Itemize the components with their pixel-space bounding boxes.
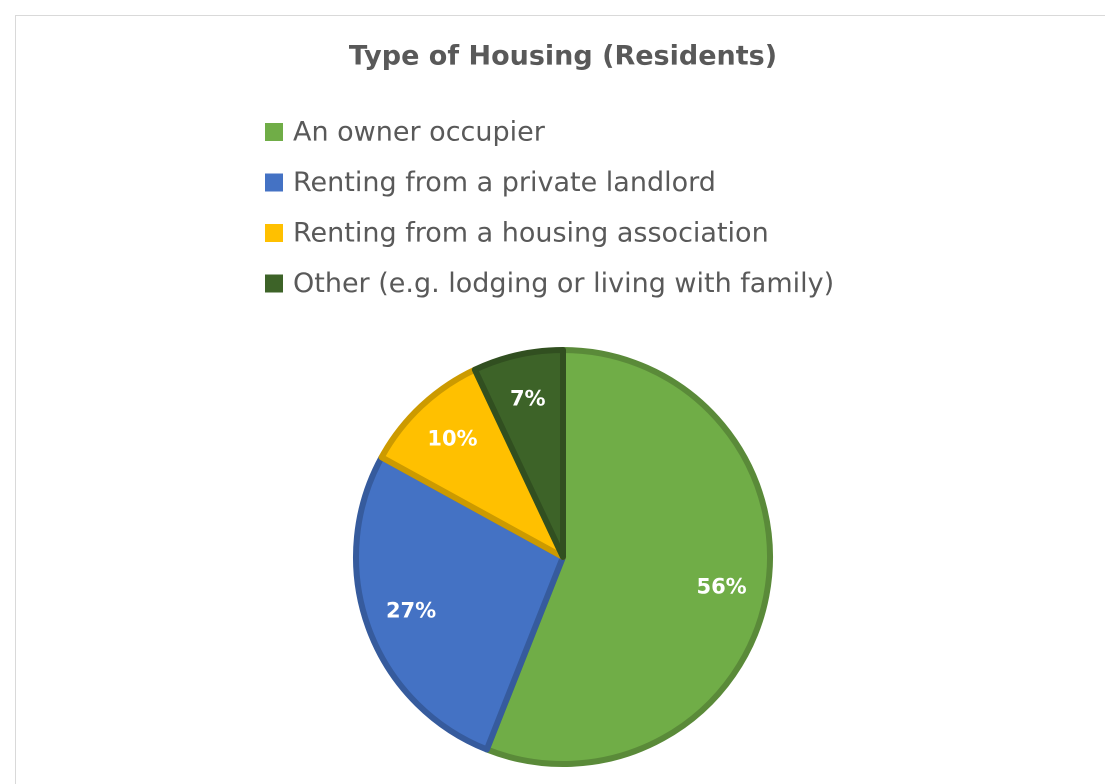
legend-label: Renting from a private landlord bbox=[293, 167, 716, 198]
pie-slice bbox=[471, 347, 566, 560]
legend-label: Renting from a housing association bbox=[293, 218, 769, 249]
data-label: 10% bbox=[427, 426, 477, 450]
pie-slice bbox=[483, 347, 773, 767]
legend-swatch bbox=[265, 274, 283, 293]
data-label: 27% bbox=[386, 599, 436, 623]
legend-label: Other (e.g. lodging or living with famil… bbox=[293, 268, 834, 299]
legend-swatch bbox=[265, 123, 283, 141]
legend-swatch bbox=[265, 224, 283, 242]
data-label: 56% bbox=[696, 574, 746, 598]
data-label: 7% bbox=[510, 386, 546, 410]
chart-title: Type of Housing (Residents) bbox=[349, 41, 777, 72]
legend-swatch bbox=[265, 173, 283, 192]
pie-slice bbox=[378, 366, 566, 560]
legend-label: An owner occupier bbox=[293, 117, 546, 148]
